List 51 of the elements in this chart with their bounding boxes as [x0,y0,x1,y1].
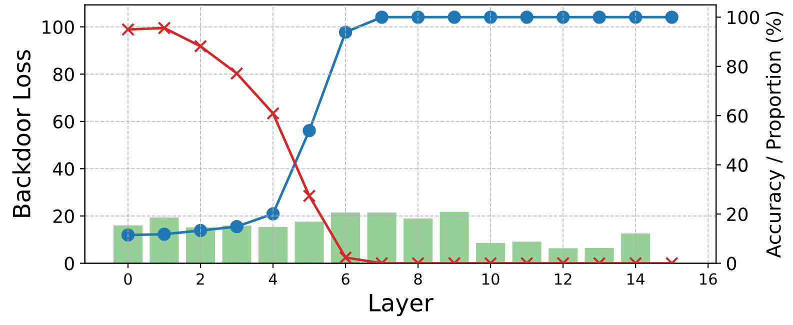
bar [367,212,396,264]
y-tick-label: 100 [42,20,74,34]
bar [512,242,542,264]
x-tick-label: 0 [124,273,132,285]
point [194,224,208,238]
y2-tick-label: 80 [727,60,748,74]
y-tick-label: 40 [53,162,74,176]
x-tick-label: 16 [700,273,717,285]
y2-tick-label: 60 [727,109,748,123]
bar [476,242,506,264]
point [230,66,244,80]
y-tick-label: 20 [53,209,74,224]
y-tick-label: 0 [64,256,74,270]
point [628,10,642,24]
bar [294,222,324,264]
point [484,10,498,24]
x-tick-label: 4 [268,273,278,285]
point [665,10,678,24]
point [556,10,570,24]
y2-axis-title: Accuracy / Proportion (%) [766,12,785,258]
point [520,10,534,24]
point [448,10,461,24]
point [375,10,388,24]
y2-tick-label: 20 [727,207,748,222]
y-axis-title: Backdoor Loss [12,50,31,217]
bar [404,218,433,264]
bar [621,233,650,264]
y2-tick-label: 100 [728,10,760,24]
point [158,21,171,35]
point [230,220,244,234]
point [302,124,316,138]
point [411,10,425,24]
point [592,10,606,24]
bar [440,212,469,264]
point [121,22,135,36]
x-tick-label: 14 [628,273,644,285]
point [338,26,352,39]
x-tick-label: 10 [482,273,500,285]
point [266,106,280,120]
y2-tick-label: 40 [726,158,748,172]
x-axis-title: Layer [370,294,434,316]
bar [258,226,288,264]
x-tick-label: 6 [342,273,350,285]
x-tick-label: 12 [555,273,572,285]
y-tick-label: 80 [53,68,74,82]
x-tick-label: 8 [414,273,422,285]
point [194,40,208,53]
x-tick-label: 2 [196,273,204,285]
y-tick-label: 60 [53,114,74,129]
point [121,228,135,242]
y2-tick-label: 0 [726,256,736,270]
